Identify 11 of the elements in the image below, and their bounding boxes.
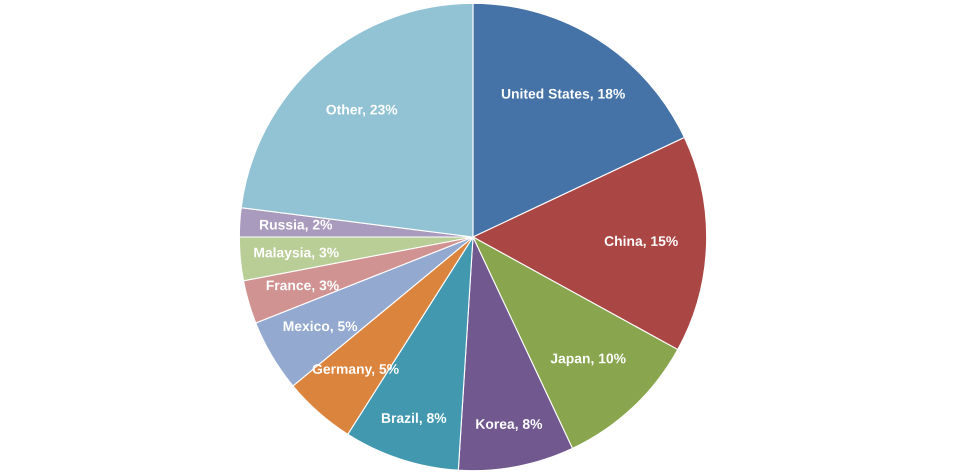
slice-label: Other, 23% [326,104,398,117]
slice-label: United States, 18% [502,88,625,101]
slice-label: Japan, 10% [550,354,626,366]
slice-label: Korea, 8% [476,419,542,431]
slice-label: Germany, 5% [312,364,399,377]
slice-label: Brazil, 8% [382,412,446,425]
slice-label: Mexico, 5% [284,320,358,334]
slice-label: Russia, 2% [260,219,332,232]
slice-label: France, 3% [266,280,339,292]
slice-label: Malaysia, 3% [254,247,339,260]
slice-label: China, 15% [604,236,678,248]
